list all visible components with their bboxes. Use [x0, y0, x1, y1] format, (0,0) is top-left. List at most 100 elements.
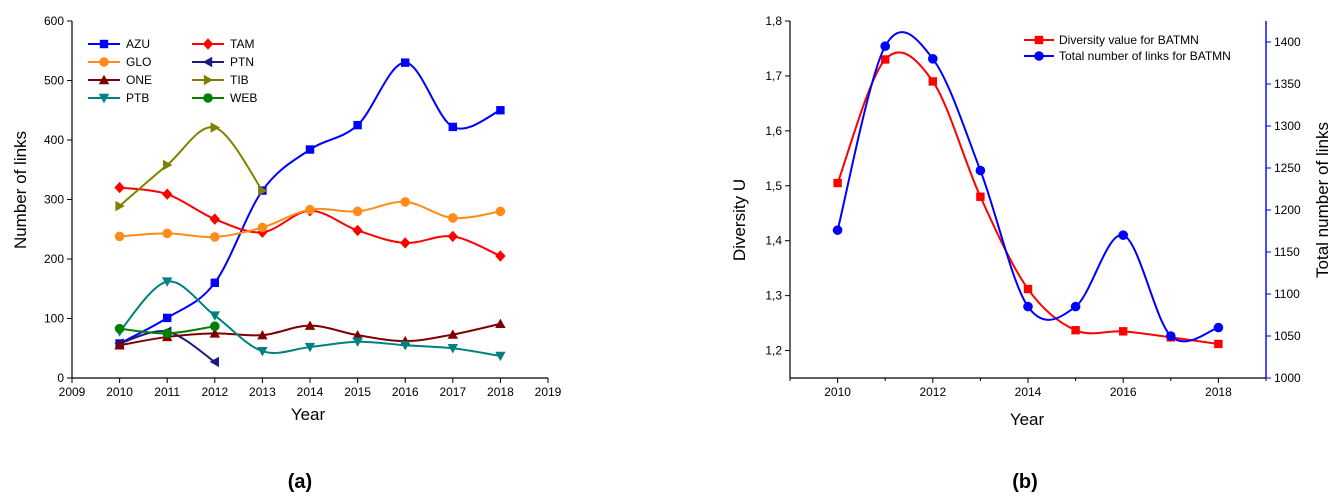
data-point-one — [209, 328, 220, 338]
data-point-azu — [496, 106, 505, 115]
legend-marker-one — [98, 74, 110, 85]
data-point-one — [304, 320, 316, 330]
series-line-total-links — [836, 31, 1219, 343]
chart-a-y-tick-label: 400 — [44, 133, 64, 147]
data-point-tam — [352, 224, 363, 237]
chart-b-x-tick-label: 2018 — [1205, 385, 1232, 399]
chart-b-caption: (b) — [1012, 471, 1038, 493]
data-point-azu — [305, 145, 315, 154]
data-point-glo — [162, 228, 172, 239]
data-point-total-links — [1213, 322, 1224, 333]
chart-a-legend: AZU TAM GLO PTN ONE TIB PTB WEB — [88, 37, 257, 105]
data-point-total-links — [832, 225, 843, 235]
legend-label-ptb: PTB — [126, 91, 149, 105]
legend-label-one: ONE — [126, 73, 152, 87]
data-point-diversity — [881, 55, 890, 64]
chart-b-x-tick-label: 2012 — [919, 385, 946, 399]
data-point-glo — [352, 206, 363, 217]
chart-b-y-right-tick-label: 1200 — [1274, 203, 1301, 217]
data-point-tib — [210, 122, 220, 133]
data-point-ptb — [209, 311, 220, 321]
chart-a-x-tick-label: 2011 — [154, 385, 180, 399]
chart-a-y-tick-label: 300 — [44, 193, 64, 207]
chart-a-x-tick-label: 2019 — [535, 385, 562, 399]
chart-a-x-tick-label: 2013 — [249, 385, 276, 399]
data-point-diversity — [1023, 284, 1033, 294]
data-point-diversity — [1119, 327, 1128, 336]
data-point-web — [210, 321, 220, 332]
legend-marker-web — [203, 93, 213, 103]
data-point-ptb — [352, 337, 363, 347]
chart-a-x-tick-label: 2017 — [439, 385, 466, 399]
data-point-glo — [210, 232, 220, 242]
data-point-diversity — [833, 178, 842, 188]
chart-b-axes: 2010 2012 2014 2016 2018 1,2 1,3 1,4 1,5 1,6 1,7 1,… — [765, 14, 1301, 399]
data-point-ptn — [209, 356, 219, 368]
legend-label-diversity: Diversity value for BATMN — [1059, 33, 1199, 47]
data-point-tam — [162, 188, 173, 200]
chart-b-ylabel-right: Total number of links — [1313, 122, 1332, 278]
chart-a-xlabel: Year — [291, 405, 326, 424]
legend-label-azu: AZU — [126, 37, 150, 51]
legend-marker-ptb — [98, 93, 110, 104]
data-point-total-links — [1166, 331, 1176, 341]
data-point-azu — [163, 313, 172, 323]
legend-marker-total-links — [1034, 51, 1044, 61]
chart-b-x-tick-label: 2010 — [824, 385, 851, 399]
data-point-glo — [448, 213, 458, 223]
legend-label-tam: TAM — [230, 37, 254, 51]
data-point-tam — [495, 250, 506, 262]
chart-b-legend: Diversity value for BATMN Total number of… — [1024, 33, 1231, 63]
chart-a-y-tick-label: 0 — [57, 371, 64, 385]
data-point-one — [352, 329, 363, 340]
chart-a-y-tick-label: 500 — [44, 74, 64, 88]
data-point-tam — [400, 237, 411, 249]
legend-label-ptn: PTN — [230, 55, 254, 69]
chart-b-y-right-tick-label: 1400 — [1274, 35, 1301, 49]
data-point-web — [162, 328, 172, 339]
chart-a-ylabel: Number of links — [11, 131, 30, 249]
data-point-ptb — [257, 347, 268, 357]
chart-b-xlabel: Year — [1010, 410, 1045, 429]
data-point-tib — [115, 200, 125, 212]
chart-b-y-tick-label: 1,4 — [765, 234, 782, 248]
legend-marker-tib — [203, 74, 214, 86]
chart-b-y-right-tick-label: 1250 — [1274, 161, 1301, 175]
chart-b-y-tick-label: 1,5 — [765, 179, 782, 193]
series-line-azu — [119, 61, 501, 345]
data-point-total-links — [1070, 301, 1081, 312]
data-point-ptb — [162, 277, 173, 287]
chart-b-y-right-tick-label: 1000 — [1274, 371, 1301, 385]
chart-b-ylabel: Diversity U — [730, 179, 749, 261]
data-point-tam — [447, 230, 458, 243]
legend-marker-azu — [99, 39, 109, 49]
data-point-one — [495, 318, 506, 329]
chart-a-x-tick-label: 2012 — [201, 385, 228, 399]
chart-b-y-right-tick-label: 1050 — [1274, 329, 1301, 343]
data-point-glo — [257, 222, 268, 233]
chart-a-x-tick-label: 2015 — [344, 385, 371, 399]
data-point-tib — [258, 185, 268, 196]
data-point-one — [447, 329, 458, 339]
data-point-total-links — [880, 41, 890, 51]
legend-label-glo: GLO — [126, 55, 151, 69]
data-point-azu — [448, 122, 457, 132]
series-line-tib — [118, 126, 264, 207]
legend-label-tib: TIB — [230, 73, 249, 87]
data-point-tam — [209, 213, 220, 225]
series-line-diversity — [836, 51, 1219, 345]
data-point-total-links — [1118, 230, 1128, 240]
legend-label-total-links: Total number of links for BATMN — [1059, 49, 1231, 63]
chart-a-x-tick-label: 2018 — [487, 385, 514, 399]
chart-a-caption: (a) — [288, 471, 312, 493]
chart-b-y-tick-label: 1,3 — [765, 289, 782, 303]
data-point-glo — [114, 231, 125, 242]
chart-a-y-tick-label: 100 — [44, 312, 64, 326]
chart-b-y-tick-label: 1,2 — [765, 344, 782, 358]
data-point-glo — [495, 206, 506, 217]
data-point-diversity — [1214, 339, 1223, 349]
data-point-diversity — [976, 192, 985, 201]
chart-a-x-tick-label: 2014 — [297, 385, 324, 399]
legend-marker-ptn — [202, 56, 213, 68]
chart-b-series — [832, 31, 1224, 349]
